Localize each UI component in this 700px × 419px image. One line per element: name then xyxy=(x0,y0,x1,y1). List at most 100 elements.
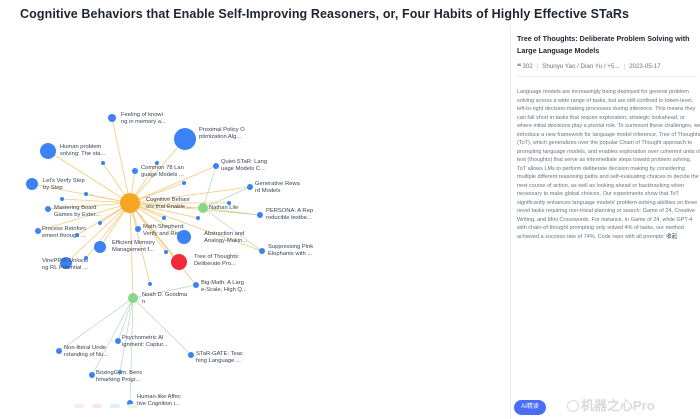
graph-node-lets-verify[interactable] xyxy=(26,178,38,190)
citation-quote-icon: ❝ xyxy=(517,62,522,71)
node-label-vineppo: ng RL Potential ... xyxy=(42,265,88,271)
node-label-math-shepherd: Verify and Reinf... xyxy=(143,231,189,237)
node-label-tree-of-thoughts: Tree of Thoughts: xyxy=(194,254,240,260)
node-label-psychometric: Psychometric Al xyxy=(122,335,163,341)
graph-node-generative-reward[interactable] xyxy=(247,184,253,190)
graph-node-efficient-memory[interactable] xyxy=(94,241,106,253)
graph-node-quiet-star[interactable] xyxy=(213,163,219,169)
graph-node-d14[interactable] xyxy=(60,197,64,201)
graph-node-psychometric[interactable] xyxy=(115,338,121,344)
node-label-efficient-memory: Management f... xyxy=(112,247,154,253)
node-label-feeling: Feeling of knowi xyxy=(121,112,163,118)
node-label-math-shepherd: Math-Shepherd: xyxy=(143,224,185,230)
node-label-common78: guage Models ... xyxy=(141,172,184,178)
legend-chip[interactable] xyxy=(110,404,120,408)
graph-node-d3[interactable] xyxy=(84,192,88,196)
edge-to-center xyxy=(111,117,131,204)
paper-authors[interactable]: Shunyu Yao / Dian Yu / +5... xyxy=(542,63,620,70)
node-label-big-math: e-Scale, High Q... xyxy=(201,287,247,293)
edge-to-center xyxy=(129,202,167,253)
graph-node-d12[interactable] xyxy=(196,216,200,220)
edge-to-center xyxy=(129,202,151,285)
edge-secondary xyxy=(119,297,134,373)
node-label-proximal: Proximal Policy O xyxy=(199,127,245,133)
node-label-mastering-board: Mastering Board xyxy=(54,205,97,211)
graph-node-big-math[interactable] xyxy=(193,282,199,288)
edge-secondary xyxy=(117,297,134,342)
node-label-generative-reward: rd Models xyxy=(255,188,281,194)
legend-chip[interactable] xyxy=(74,404,84,408)
graph-node-math-shepherd[interactable] xyxy=(135,226,141,232)
graph-node-proximal[interactable] xyxy=(174,128,196,150)
node-label-process-reinforcement: Process Reinforc xyxy=(42,226,86,232)
graph-node-d2[interactable] xyxy=(182,181,186,185)
meta-separator: | xyxy=(536,63,539,70)
paper-title[interactable]: Tree of Thoughts: Deliberate Problem Sol… xyxy=(517,34,690,55)
paper-abstract: Language models are increasingly being d… xyxy=(517,88,700,298)
node-label-generative-reward: Generative Rewa xyxy=(255,181,301,187)
node-label-noah-goodman: n xyxy=(142,299,145,305)
edge-secondary xyxy=(202,207,261,216)
node-label-persona: PERSONA: A Rep xyxy=(266,208,313,214)
citation-graph[interactable]: Feeling of knowi ng in memory a... Proxima… xyxy=(0,26,510,419)
node-label-human-like-affective: Human-like Affec xyxy=(137,394,181,400)
graph-node-tree-of-thoughts[interactable] xyxy=(171,254,187,270)
graph-node-common78[interactable] xyxy=(132,168,138,174)
node-label-quiet-star: uage Models C... xyxy=(221,166,265,172)
graph-node-vineppo[interactable] xyxy=(60,257,72,269)
graph-node-non-literal[interactable] xyxy=(56,348,62,354)
graph-node-d7[interactable] xyxy=(164,250,168,254)
graph-node-suppressing[interactable] xyxy=(259,248,265,254)
edge-to-center xyxy=(85,202,131,259)
graph-node-d10[interactable] xyxy=(148,282,152,286)
graph-node-persona[interactable] xyxy=(257,212,263,218)
node-label-psychometric: ignment: Captur... xyxy=(122,342,168,348)
abstract-text: Language models are increasingly being d… xyxy=(517,89,700,240)
graph-node-human-problem[interactable] xyxy=(40,143,56,159)
graph-node-mastering-board[interactable] xyxy=(45,206,51,212)
paper-date: 2023-05-17 xyxy=(629,63,661,70)
edge-to-center xyxy=(76,202,131,236)
node-label-tree-of-thoughts: Deliberate Pro... xyxy=(194,261,236,267)
graph-node-d9[interactable] xyxy=(84,256,88,260)
collapse-link[interactable]: 收起 xyxy=(666,233,678,240)
edge-to-center xyxy=(37,202,131,232)
graph-node-d11[interactable] xyxy=(227,201,231,205)
graph-node-noah-goodman[interactable] xyxy=(128,293,138,303)
graph-node-d5[interactable] xyxy=(98,221,102,225)
node-label-common78: Common 78 Lan xyxy=(141,165,184,171)
title-bar: Cognitive Behaviors that Enable Self-Imp… xyxy=(0,0,700,26)
edge-secondary xyxy=(129,297,134,404)
graph-node-d13[interactable] xyxy=(118,370,122,374)
paper-detail-panel: Tree of Thoughts: Deliberate Problem Sol… xyxy=(510,26,700,419)
legend-chip[interactable] xyxy=(92,404,102,408)
legend-chip[interactable] xyxy=(128,404,138,408)
edge-to-center xyxy=(129,202,199,219)
edge-to-center xyxy=(129,202,263,252)
graph-edges xyxy=(31,117,263,404)
node-label-center: ors that Enable ... xyxy=(146,204,192,210)
graph-node-d1[interactable] xyxy=(101,161,105,165)
edge-secondary xyxy=(202,186,251,209)
graph-node-feeling[interactable] xyxy=(108,114,116,122)
watermark: 机器之心Pro xyxy=(567,395,655,414)
graph-node-boxinggym[interactable] xyxy=(89,372,95,378)
node-label-mastering-board: Games by Exter... xyxy=(54,212,100,218)
node-label-non-literal: rstanding of Nu... xyxy=(64,352,109,358)
ai-read-button[interactable]: AI精读 xyxy=(514,400,546,415)
node-label-lets-verify: Let's Verify Step xyxy=(43,178,85,184)
graph-node-star-gate[interactable] xyxy=(188,352,194,358)
node-label-non-literal: Non-literal Unde xyxy=(64,345,106,351)
node-label-center: Cognitive Behavi xyxy=(146,197,190,203)
graph-node-d6[interactable] xyxy=(75,233,79,237)
graph-node-d4[interactable] xyxy=(155,161,159,165)
graph-node-abstraction[interactable] xyxy=(177,230,191,244)
edge-to-center xyxy=(129,202,261,216)
graph-node-nathan-lile[interactable] xyxy=(198,203,208,213)
edge-secondary xyxy=(91,297,134,376)
graph-node-center[interactable] xyxy=(120,193,140,213)
graph-node-d8[interactable] xyxy=(162,216,166,220)
graph-node-process-reinforcement[interactable] xyxy=(35,228,41,234)
